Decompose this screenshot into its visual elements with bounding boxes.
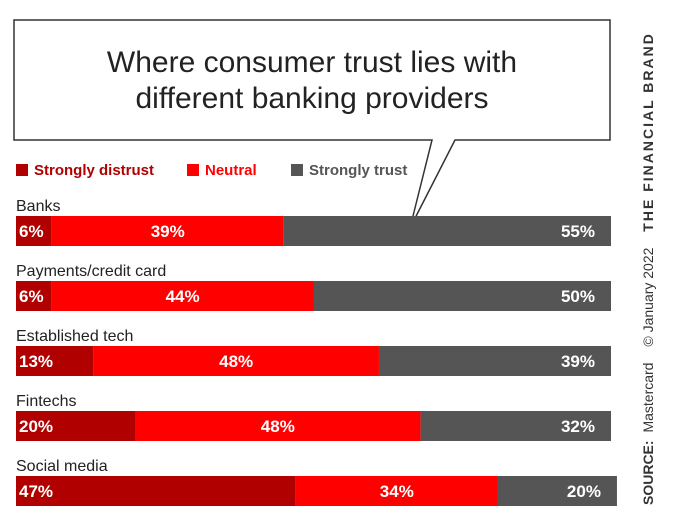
- bar-payments-credit-card-neutral: [51, 281, 314, 311]
- copyright-text: © January 2022: [640, 247, 656, 346]
- bar-fintechs-strongly-trust: [420, 411, 611, 441]
- bar-banks-strongly-trust: [283, 216, 611, 246]
- svg-text:different banking providers: different banking providers: [136, 82, 489, 115]
- bar-payments-credit-card-strongly-distrust: [16, 281, 52, 311]
- bar-fintechs-strongly-distrust: [16, 411, 135, 441]
- value-label-social-media-strongly-trust: 20%: [567, 482, 601, 501]
- value-label-payments-credit-card-strongly-trust: 50%: [561, 287, 595, 306]
- value-label-social-media-strongly-distrust: 47%: [19, 482, 53, 501]
- value-label-banks-neutral: 39%: [151, 222, 185, 241]
- brand-text: THE FINANCIAL BRAND: [640, 32, 656, 232]
- category-label-fintechs: Fintechs: [16, 393, 76, 410]
- legend-label-neutral: Neutral: [205, 162, 257, 179]
- legend-label-strongly-distrust: Strongly distrust: [34, 162, 154, 179]
- value-label-fintechs-neutral: 48%: [261, 417, 295, 436]
- bar-groups: Banks 6% 39% 55% Payments/credit card 6% 44% 50…: [16, 198, 617, 506]
- value-label-established-tech-neutral: 48%: [219, 352, 253, 371]
- title-bubble: [13, 19, 611, 229]
- category-label-social-media: Social media: [16, 458, 108, 475]
- legend: Strongly distrust Neutral Strongly trust: [16, 162, 407, 179]
- bar-banks-strongly-distrust: [16, 216, 52, 246]
- bar-social-media-neutral: [295, 476, 498, 506]
- bar-established-tech-strongly-distrust: [16, 346, 94, 376]
- bar-banks-neutral: [51, 216, 284, 246]
- bar-social-media-strongly-trust: [497, 476, 617, 506]
- value-label-social-media-neutral: 34%: [380, 482, 414, 501]
- chart-title-line-2: different banking providers: [136, 82, 489, 115]
- chart-title-line-1: Where consumer trust lies with: [107, 46, 517, 79]
- bar-established-tech-neutral: [93, 346, 379, 376]
- bar-fintechs-neutral: [135, 411, 421, 441]
- category-label-established-tech: Established tech: [16, 328, 133, 345]
- svg-text:Where consumer trust lies with: Where consumer trust lies with: [107, 46, 517, 79]
- category-label-banks: Banks: [16, 198, 60, 215]
- value-label-banks-strongly-trust: 55%: [561, 222, 595, 241]
- value-label-fintechs-strongly-distrust: 20%: [19, 417, 53, 436]
- value-label-established-tech-strongly-trust: 39%: [561, 352, 595, 371]
- value-label-payments-credit-card-neutral: 44%: [166, 287, 200, 306]
- legend-label-strongly-trust: Strongly trust: [309, 162, 407, 179]
- source-value: Mastercard: [640, 363, 656, 433]
- value-label-fintechs-strongly-trust: 32%: [561, 417, 595, 436]
- category-label-payments-credit-card: Payments/credit card: [16, 263, 166, 280]
- value-label-established-tech-strongly-distrust: 13%: [19, 352, 53, 371]
- value-label-banks-strongly-distrust: 6%: [19, 222, 44, 241]
- bar-established-tech-strongly-trust: [378, 346, 611, 376]
- source-label: SOURCE:: [640, 440, 656, 505]
- side-credits: SOURCE: Mastercard © January 2022 THE FI…: [640, 32, 656, 505]
- bar-social-media-strongly-distrust: [16, 476, 296, 506]
- legend-swatch-neutral: [187, 164, 199, 176]
- bar-payments-credit-card-strongly-trust: [313, 281, 611, 311]
- value-label-payments-credit-card-strongly-distrust: 6%: [19, 287, 44, 306]
- legend-swatch-strongly-trust: [291, 164, 303, 176]
- legend-swatch-strongly-distrust: [16, 164, 28, 176]
